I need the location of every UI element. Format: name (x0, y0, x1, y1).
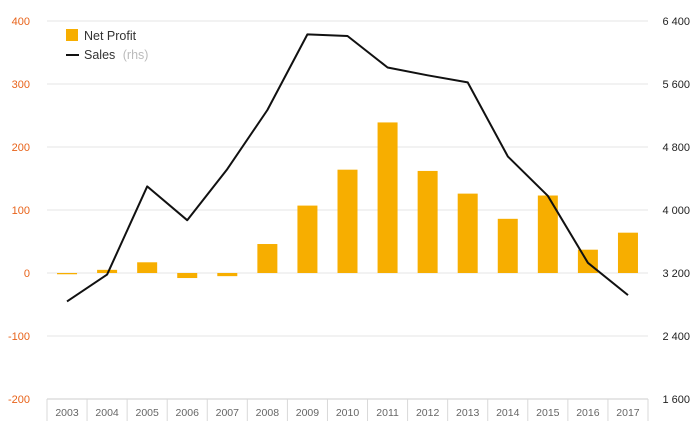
x-axis-tick-label: 2006 (176, 407, 200, 419)
x-axis-tick-label: 2004 (95, 407, 119, 419)
left-axis-tick-label: -100 (8, 331, 30, 343)
sales-line-group (66, 33, 629, 303)
x-axis-tick-label: 2014 (496, 407, 520, 419)
legend-label-sales: Sales (rhs) (84, 48, 148, 62)
left-axis-tick-label: 300 (12, 79, 30, 91)
left-axis-tick-label: -200 (8, 394, 30, 406)
x-axis-tick-label: 2005 (135, 407, 159, 419)
left-axis-tick-label: 200 (12, 142, 30, 154)
x-axis-tick-label: 2016 (576, 407, 600, 419)
net-profit-bar (97, 269, 118, 273)
net-profit-bar (457, 193, 478, 273)
net-profit-bar (337, 169, 358, 273)
net-profit-bar (497, 218, 518, 273)
net-profit-bars (57, 122, 638, 279)
x-axis-tick-label: 2008 (256, 407, 280, 419)
net-profit-bar (57, 273, 78, 275)
x-axis-tick-label: 2009 (296, 407, 320, 419)
right-axis-tick-label: 3 200 (662, 268, 690, 280)
x-axis-tick-label: 2003 (55, 407, 79, 419)
x-axis-tick-label: 2017 (616, 407, 640, 419)
x-axis-tick-label: 2015 (536, 407, 560, 419)
right-axis-tick-label: 6 400 (662, 16, 690, 28)
axes: -200 -100 0 100 200 300 400 1 600 2 400 3 200 4 00… (8, 16, 690, 421)
right-axis-tick-label: 2 400 (662, 331, 690, 343)
x-axis-tick-label: 2013 (456, 407, 480, 419)
legend: Net Profit Sales (rhs) (66, 29, 148, 62)
net-profit-bar (217, 273, 238, 277)
sales-line (66, 33, 629, 303)
net-profit-bar (137, 262, 158, 273)
net-profit-bar (377, 122, 398, 274)
x-axis-tick-label: 2011 (376, 407, 399, 419)
net-profit-bar (297, 205, 318, 273)
right-axis-tick-label: 1 600 (662, 394, 690, 406)
left-axis-tick-label: 100 (12, 205, 30, 217)
right-axis-tick-label: 4 000 (662, 205, 690, 217)
legend-swatch-net-profit (66, 29, 78, 41)
net-profit-bar (537, 195, 558, 273)
net-profit-bar (417, 170, 438, 273)
right-axis-tick-label: 4 800 (662, 142, 690, 154)
net-profit-bar (617, 232, 638, 273)
net-profit-bar (257, 244, 278, 273)
right-axis-tick-label: 5 600 (662, 79, 690, 91)
net-profit-bar (177, 273, 198, 279)
legend-label-sales-suffix: (rhs) (123, 48, 149, 62)
x-axis-tick-label: 2007 (216, 407, 240, 419)
x-axis-tick-label: 2010 (336, 407, 360, 419)
legend-label-net-profit: Net Profit (84, 29, 137, 43)
legend-label-sales-name: Sales (84, 48, 115, 62)
x-axis-tick-label: 2012 (416, 407, 440, 419)
left-axis-tick-label: 0 (24, 268, 30, 280)
left-axis-tick-label: 400 (12, 16, 30, 28)
